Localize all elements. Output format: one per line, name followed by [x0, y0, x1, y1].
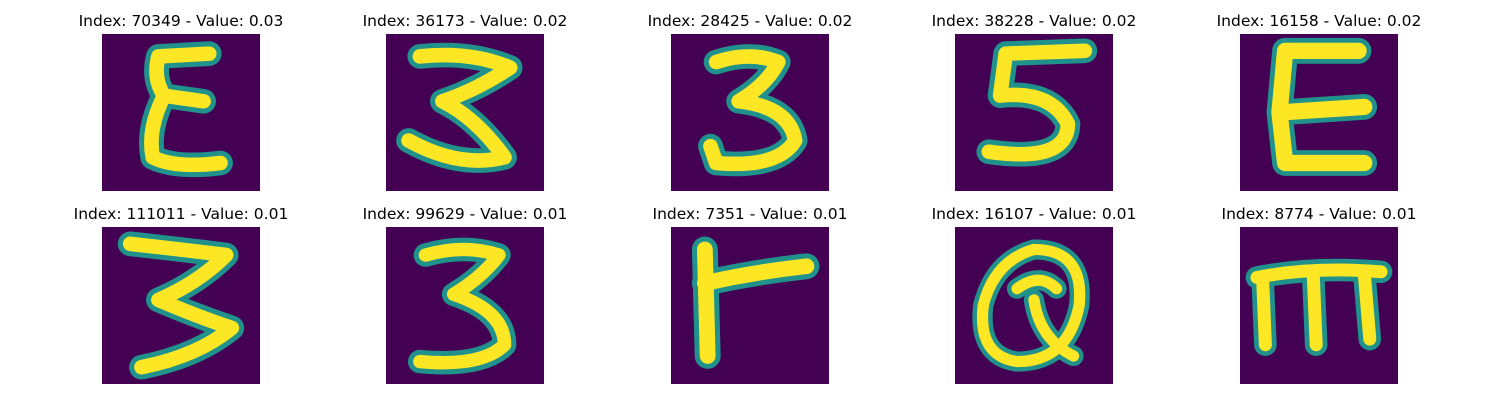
- panel-title: Index: 111011 - Value: 0.01: [38, 205, 324, 223]
- digit-image: [386, 227, 544, 384]
- panel-title: Index: 16107 - Value: 0.01: [891, 205, 1177, 223]
- panel-title: Index: 70349 - Value: 0.03: [38, 12, 324, 30]
- panel-title: Index: 7351 - Value: 0.01: [607, 205, 893, 223]
- panel-title: Index: 99629 - Value: 0.01: [322, 205, 608, 223]
- digit-image: [1240, 227, 1398, 384]
- digit-image: [102, 34, 260, 191]
- panel-title: Index: 38228 - Value: 0.02: [891, 12, 1177, 30]
- digit-image: [1240, 34, 1398, 191]
- digit-image: [102, 227, 260, 384]
- digit-image: [955, 227, 1113, 384]
- digit-image: [671, 227, 829, 384]
- panel-title: Index: 28425 - Value: 0.02: [607, 12, 893, 30]
- digit-image: [671, 34, 829, 191]
- panel-title: Index: 8774 - Value: 0.01: [1176, 205, 1462, 223]
- digit-image: [955, 34, 1113, 191]
- panel-title: Index: 16158 - Value: 0.02: [1176, 12, 1462, 30]
- digit-image: [386, 34, 544, 191]
- panel-title: Index: 36173 - Value: 0.02: [322, 12, 608, 30]
